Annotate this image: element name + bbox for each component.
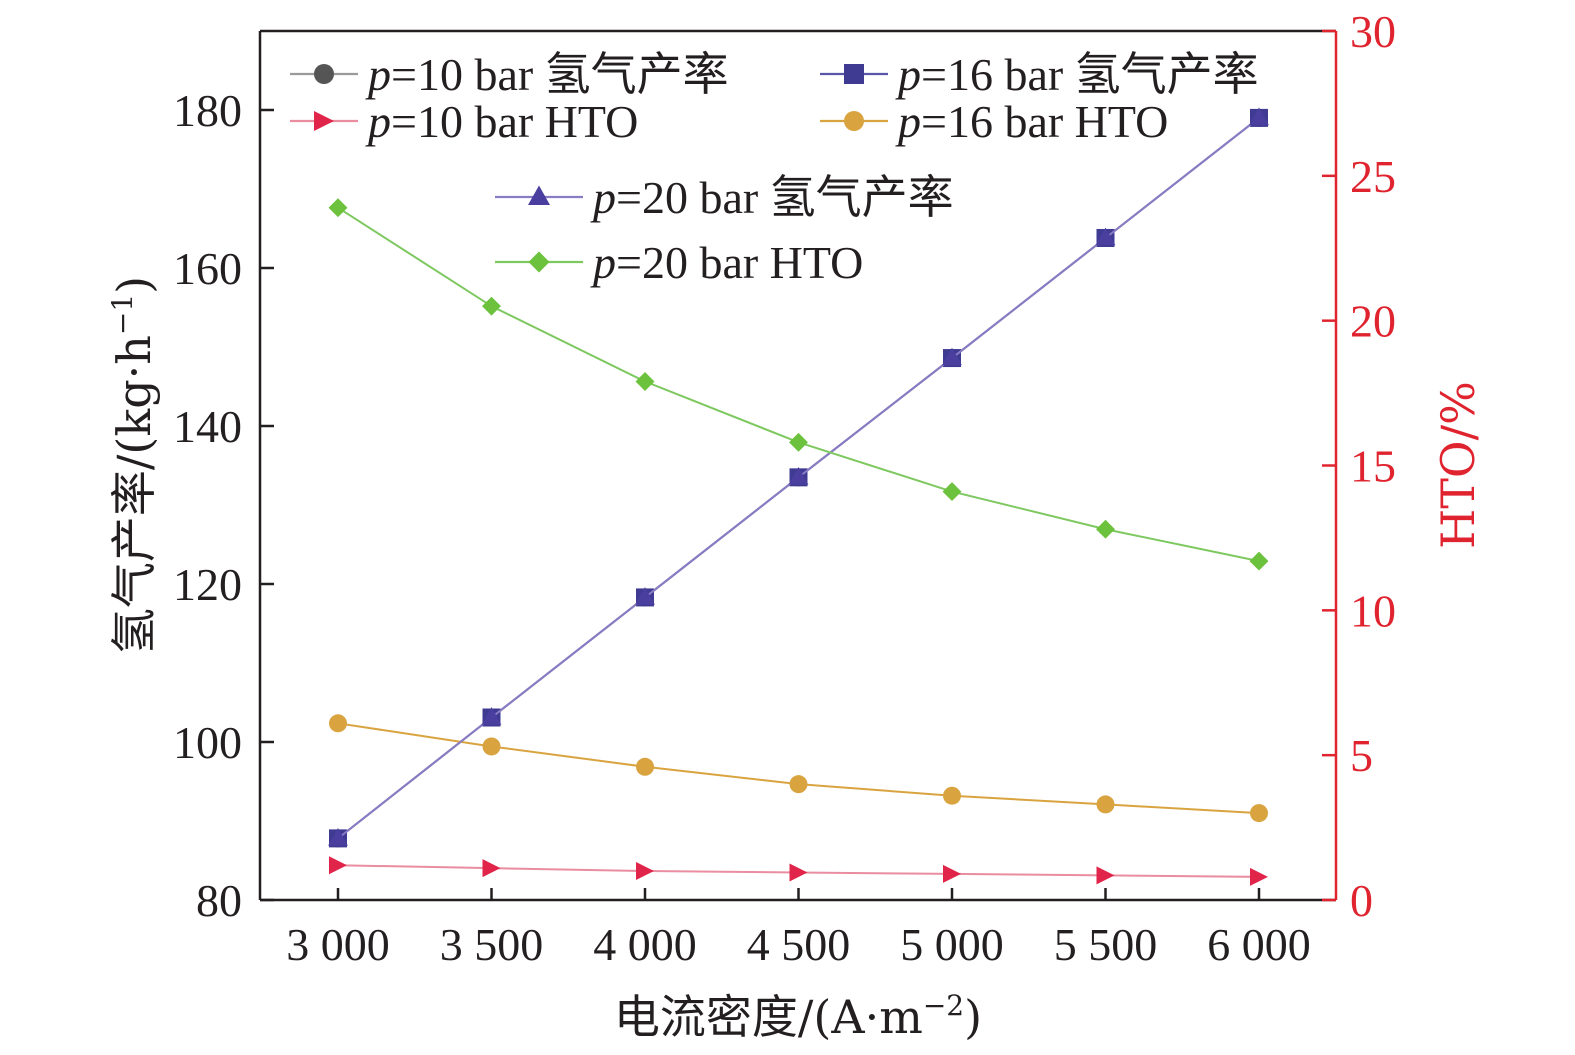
legend-label-rest: =10 bar HTO <box>391 96 638 147</box>
legend-item: p=20 bar 氢气产率 <box>495 172 954 223</box>
x-tick-label: 4 500 <box>747 919 851 970</box>
legend-marker <box>528 185 550 205</box>
y-right-tick-label: 15 <box>1350 441 1396 492</box>
legend-marker <box>528 251 550 273</box>
data-point <box>482 737 501 756</box>
y-right-tick-label: 5 <box>1350 730 1373 781</box>
x-tick-label: 3 500 <box>440 919 544 970</box>
x-axis-title: 电流密度/(A·m−2) <box>614 989 982 1044</box>
data-point <box>482 859 501 878</box>
legend-item: p=10 bar HTO <box>290 96 638 147</box>
data-point <box>482 296 501 316</box>
y-left-tick-label: 140 <box>173 401 242 452</box>
data-point <box>942 347 962 366</box>
legend-item: p=10 bar 氢气产率 <box>290 49 729 100</box>
x-axis-title-superscript: −2 <box>923 989 964 1022</box>
x-tick-label: 5 500 <box>1054 919 1158 970</box>
legend-marker <box>314 111 334 131</box>
data-point <box>636 862 654 881</box>
y-left-tick-label: 80 <box>196 875 242 926</box>
legend-label: p=10 bar 氢气产率 <box>365 49 729 100</box>
x-tick-label: 3 000 <box>286 919 390 970</box>
legend-item: p=16 bar HTO <box>820 96 1168 147</box>
legend-label: p=16 bar HTO <box>895 96 1168 147</box>
y-left-axis-title-close: ) <box>107 276 161 294</box>
y-right-tick-label: 10 <box>1350 585 1396 636</box>
data-point <box>1096 795 1115 814</box>
data-point <box>789 863 808 882</box>
data-point <box>788 467 809 485</box>
data-point <box>789 432 808 452</box>
data-point <box>1249 551 1269 571</box>
legend-label: p=16 bar 氢气产率 <box>895 49 1259 100</box>
y-left-tick-label: 180 <box>173 85 242 136</box>
legend-label-rest: =16 bar 氢气产率 <box>921 49 1259 100</box>
y-left-axis-title-main: 氢气产率/(kg·h <box>107 335 161 654</box>
legend-label: p=20 bar 氢气产率 <box>590 172 954 223</box>
x-tick-label: 4 000 <box>593 919 697 970</box>
y-right-tick-label: 20 <box>1350 296 1396 347</box>
y-left-axis-title: 氢气产率/(kg·h−1) <box>106 276 161 654</box>
data-point <box>635 587 655 605</box>
data-point <box>481 707 502 725</box>
data-point <box>1249 107 1269 126</box>
legend-label-rest: =16 bar HTO <box>921 96 1168 147</box>
legend-label: p=10 bar HTO <box>365 96 638 147</box>
legend-label-p: p <box>365 49 391 100</box>
data-point <box>329 714 347 733</box>
series-3 <box>329 714 1268 823</box>
series-2 <box>329 856 1268 886</box>
data-point <box>328 198 348 218</box>
legend-label-rest: =20 bar 氢气产率 <box>616 172 954 223</box>
series-line <box>337 722 1260 815</box>
legend-item: p=20 bar HTO <box>495 237 863 288</box>
legend-marker <box>844 64 864 84</box>
y-left-tick-label: 100 <box>173 717 242 768</box>
x-tick-label: 6 000 <box>1207 919 1311 970</box>
legend-marker <box>314 64 334 84</box>
data-point <box>1250 804 1268 823</box>
legend-label-p: p <box>590 237 616 288</box>
data-point <box>328 828 348 846</box>
x-axis-title-close: ) <box>964 990 982 1044</box>
data-point <box>942 482 962 502</box>
y-left-tick-label: 160 <box>173 243 242 294</box>
legend-label-rest: =20 bar HTO <box>616 237 863 288</box>
data-point <box>636 757 654 776</box>
data-point <box>1250 867 1268 886</box>
legend-label-p: p <box>895 49 921 100</box>
y-right-tick-label: 30 <box>1350 6 1396 57</box>
legend-label-rest: =10 bar 氢气产率 <box>391 49 729 100</box>
axes-layer: 80 100 120 140 160 180 0 5 10 15 20 25 30 3 000 3 500 4… <box>106 6 1485 1044</box>
legend-item: p=16 bar 氢气产率 <box>820 49 1259 100</box>
data-point <box>1096 519 1115 539</box>
y-left-tick-label: 120 <box>173 559 242 610</box>
y-right-axis-title: HTO/% <box>1431 381 1485 549</box>
data-point <box>1096 866 1115 885</box>
data-point <box>789 775 808 794</box>
series-4 <box>328 107 1269 846</box>
series-5 <box>328 198 1269 571</box>
data-point <box>943 864 961 883</box>
x-tick-label: 5 000 <box>900 919 1004 970</box>
y-right-tick-label: 0 <box>1350 875 1373 926</box>
y-right-tick-label: 25 <box>1350 151 1396 202</box>
legend-label-p: p <box>895 96 921 147</box>
x-axis-title-main: 电流密度/(A·m <box>614 990 923 1044</box>
data-point <box>635 372 655 391</box>
data-point <box>329 856 347 875</box>
legend-marker <box>844 111 864 131</box>
legend-label-p: p <box>590 172 616 223</box>
legend-label: p=20 bar HTO <box>590 237 863 288</box>
legend-label-p: p <box>365 96 391 147</box>
data-point <box>943 786 961 805</box>
series-layer <box>328 107 1269 886</box>
data-point <box>1095 227 1116 246</box>
y-left-axis-title-superscript: −1 <box>106 294 139 335</box>
